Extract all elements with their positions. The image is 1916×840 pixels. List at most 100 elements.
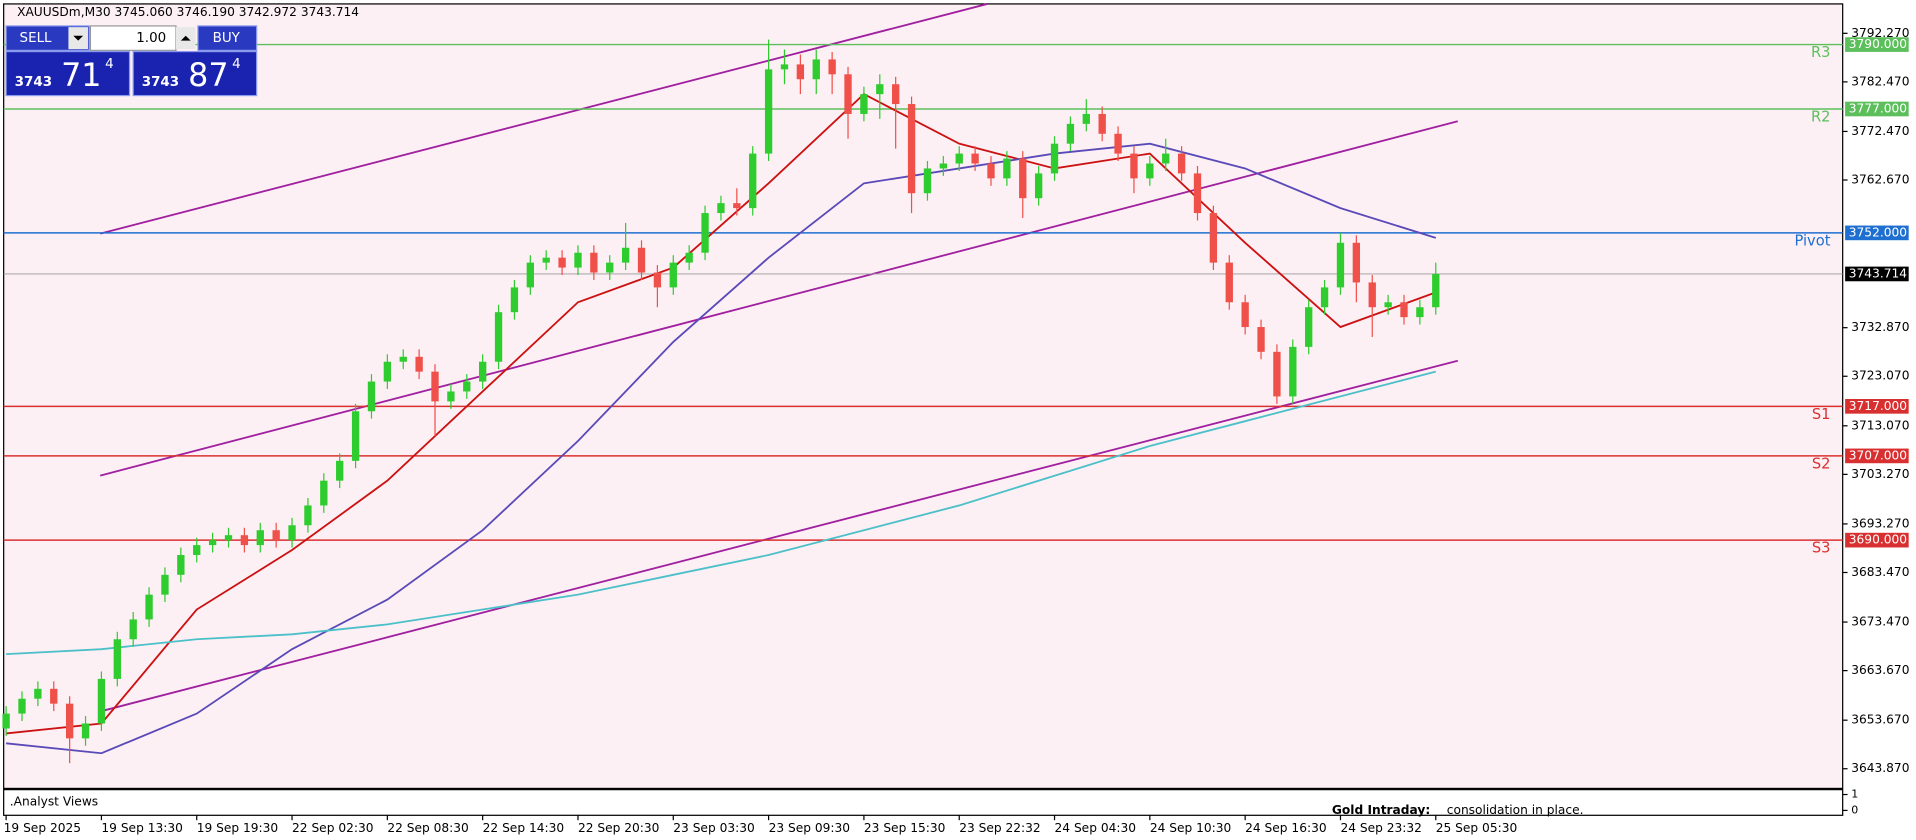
- indicator-tick-label: 1: [1851, 788, 1858, 801]
- candle-body: [208, 540, 217, 546]
- candle-body: [129, 619, 137, 640]
- x-tick-label: 19 Sep 2025: [4, 821, 81, 835]
- candle-body: [733, 203, 741, 209]
- level-price-box: [1845, 448, 1909, 464]
- candle-body: [97, 678, 106, 724]
- y-tick-label: 3703.270: [1851, 467, 1909, 481]
- lot-value: 1.00: [136, 31, 166, 46]
- candle-body: [1034, 173, 1043, 199]
- bid-pips: 71: [61, 58, 101, 94]
- y-tick-label: 3663.670: [1851, 663, 1909, 677]
- y-tick-label: 3723.070: [1851, 369, 1909, 383]
- y-tick-label: 3762.670: [1851, 173, 1909, 187]
- candle-body: [1241, 302, 1249, 328]
- candle-body: [50, 688, 58, 704]
- candle-body: [81, 723, 90, 739]
- level-name: S2: [1812, 455, 1831, 472]
- candle-body: [1400, 302, 1408, 318]
- candle-body: [304, 505, 312, 526]
- buy-label[interactable]: BUY: [213, 31, 241, 46]
- candle-body: [367, 381, 376, 412]
- candle-body: [256, 530, 264, 546]
- trend-line: [99, 3, 988, 235]
- note-text: consolidation in place.: [1447, 803, 1584, 817]
- buy-button[interactable]: [197, 25, 258, 51]
- candle-body: [1257, 327, 1265, 352]
- y-tick-label: 3732.870: [1851, 320, 1909, 334]
- candle-body: [1003, 158, 1011, 179]
- level-price: 3752.000: [1849, 225, 1907, 239]
- candle-body: [431, 371, 439, 402]
- candle-body: [1209, 213, 1218, 263]
- trend-line: [99, 120, 1459, 477]
- candle-body: [701, 213, 709, 253]
- candle-body: [34, 688, 42, 699]
- level-price-box: [1845, 101, 1909, 117]
- candle-body: [463, 381, 471, 392]
- x-tick-label: 24 Sep 16:30: [1245, 821, 1326, 835]
- candle-body: [1305, 307, 1313, 347]
- level-name: S1: [1812, 406, 1831, 423]
- x-tick-label: 22 Sep 20:30: [578, 821, 659, 835]
- candle-body: [717, 203, 725, 214]
- current-price: 3743.714: [1849, 266, 1907, 280]
- level-price-box: [1845, 398, 1909, 414]
- candle-body: [907, 104, 916, 194]
- candle-body: [1066, 123, 1075, 144]
- candle-body: [320, 480, 328, 506]
- candle-body: [1273, 351, 1281, 397]
- candle-body: [637, 247, 646, 273]
- candle-body: [177, 555, 185, 575]
- sell-label[interactable]: SELL: [20, 31, 53, 46]
- candle-body: [669, 262, 677, 288]
- candle-body: [844, 74, 852, 114]
- level-price-box: [1845, 37, 1909, 52]
- candle-body: [971, 153, 979, 164]
- candle-body: [1416, 307, 1424, 318]
- lot-input[interactable]: [89, 25, 177, 51]
- trade-panel: SELL 1.00 BUY 3743 71 4 3743 87 4: [5, 25, 258, 97]
- candle-body: [1050, 143, 1059, 174]
- note-title: Gold Intraday:: [1332, 803, 1430, 817]
- x-tick-label: 22 Sep 02:30: [292, 821, 373, 835]
- x-tick-label: 19 Sep 19:30: [197, 821, 278, 835]
- candle-body: [955, 153, 963, 164]
- bid-box[interactable]: [5, 50, 131, 97]
- candle-body: [1019, 158, 1027, 199]
- candle-body: [193, 545, 201, 556]
- candle-body: [336, 460, 344, 481]
- arrow-down-icon: [73, 35, 84, 41]
- candle-body: [987, 163, 995, 179]
- candle-body: [272, 530, 280, 541]
- x-tick-label: 24 Sep 23:32: [1340, 821, 1421, 835]
- x-tick-label: 22 Sep 14:30: [483, 821, 564, 835]
- y-tick-label: 3693.270: [1851, 516, 1909, 530]
- candle-body: [590, 252, 598, 273]
- level-price: 3790.000: [1849, 37, 1907, 51]
- candle-body: [860, 94, 868, 114]
- candle-body: [542, 257, 550, 263]
- candle-body: [558, 257, 566, 268]
- candle-body: [1352, 242, 1361, 283]
- y-tick-label: 3683.470: [1851, 565, 1909, 579]
- candle-body: [510, 287, 519, 313]
- candle-body: [1114, 133, 1122, 154]
- candle-body: [479, 361, 487, 382]
- candle-body: [574, 252, 582, 268]
- y-tick-label: 3713.070: [1851, 418, 1909, 432]
- candle-body: [1320, 287, 1329, 308]
- level-price-box: [1845, 532, 1909, 548]
- candle-body: [1130, 153, 1138, 179]
- level-name: Pivot: [1794, 232, 1830, 249]
- x-tick-label: 24 Sep 04:30: [1055, 821, 1136, 835]
- candle-body: [224, 535, 233, 541]
- candle-body: [526, 262, 534, 288]
- plot-area: [3, 3, 1844, 790]
- candle-body: [780, 64, 789, 70]
- ask-box[interactable]: [132, 50, 258, 97]
- candle-body: [288, 525, 296, 541]
- candle-body: [1098, 113, 1106, 134]
- candle-body: [653, 272, 662, 288]
- indicator-name: .Analyst Views: [10, 794, 98, 808]
